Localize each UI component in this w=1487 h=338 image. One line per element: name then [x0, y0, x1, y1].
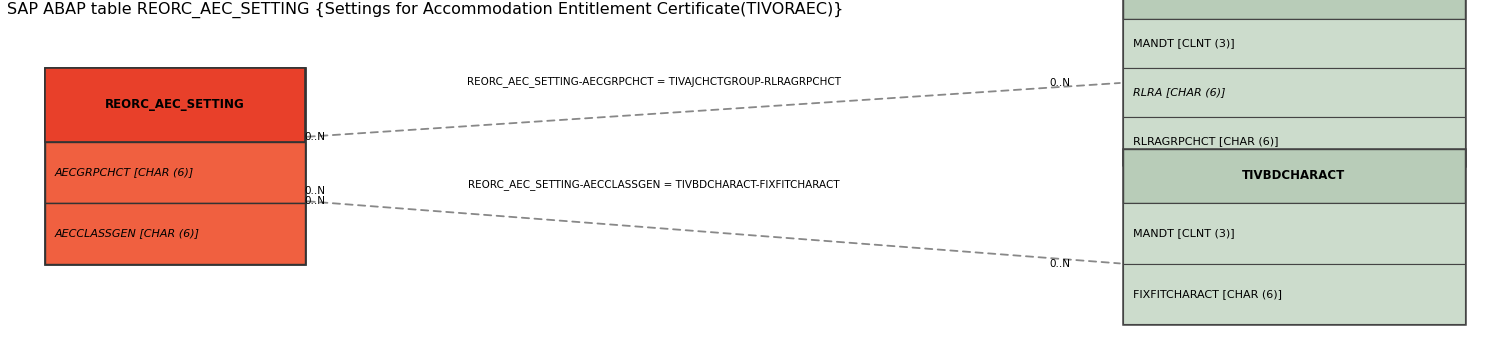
- Text: 0..N: 0..N: [1050, 259, 1071, 269]
- Text: MANDT [CLNT (3)]: MANDT [CLNT (3)]: [1133, 228, 1234, 238]
- Text: 0..N: 0..N: [305, 186, 326, 196]
- FancyBboxPatch shape: [1123, 149, 1465, 203]
- Text: RLRA [CHAR (6)]: RLRA [CHAR (6)]: [1133, 87, 1225, 97]
- FancyBboxPatch shape: [1123, 264, 1465, 324]
- Text: 0..N: 0..N: [305, 196, 326, 206]
- FancyBboxPatch shape: [45, 68, 305, 142]
- Text: RLRAGRPCHCT [CHAR (6)]: RLRAGRPCHCT [CHAR (6)]: [1133, 136, 1279, 146]
- FancyBboxPatch shape: [45, 203, 305, 264]
- FancyBboxPatch shape: [45, 142, 305, 203]
- FancyBboxPatch shape: [1123, 19, 1465, 68]
- Text: REORC_AEC_SETTING: REORC_AEC_SETTING: [106, 98, 244, 111]
- Text: AECCLASSGEN [CHAR (6)]: AECCLASSGEN [CHAR (6)]: [55, 228, 201, 238]
- Text: 0..N: 0..N: [1050, 78, 1071, 88]
- FancyBboxPatch shape: [1123, 0, 1465, 19]
- Text: REORC_AEC_SETTING-AECCLASSGEN = TIVBDCHARACT-FIXFITCHARACT: REORC_AEC_SETTING-AECCLASSGEN = TIVBDCHA…: [468, 179, 840, 190]
- FancyBboxPatch shape: [1123, 203, 1465, 264]
- Text: MANDT [CLNT (3)]: MANDT [CLNT (3)]: [1133, 38, 1234, 48]
- Text: SAP ABAP table REORC_AEC_SETTING {Settings for Accommodation Entitlement Certifi: SAP ABAP table REORC_AEC_SETTING {Settin…: [7, 2, 843, 18]
- FancyBboxPatch shape: [1123, 117, 1465, 166]
- Text: FIXFITCHARACT [CHAR (6)]: FIXFITCHARACT [CHAR (6)]: [1133, 289, 1282, 299]
- Text: TIVBDCHARACT: TIVBDCHARACT: [1242, 169, 1346, 182]
- Text: REORC_AEC_SETTING-AECGRPCHCT = TIVAJCHCTGROUP-RLRAGRPCHCT: REORC_AEC_SETTING-AECGRPCHCT = TIVAJCHCT…: [467, 76, 842, 87]
- Text: 0..N: 0..N: [305, 132, 326, 142]
- Text: AECGRPCHCT [CHAR (6)]: AECGRPCHCT [CHAR (6)]: [55, 167, 195, 177]
- FancyBboxPatch shape: [1123, 68, 1465, 117]
